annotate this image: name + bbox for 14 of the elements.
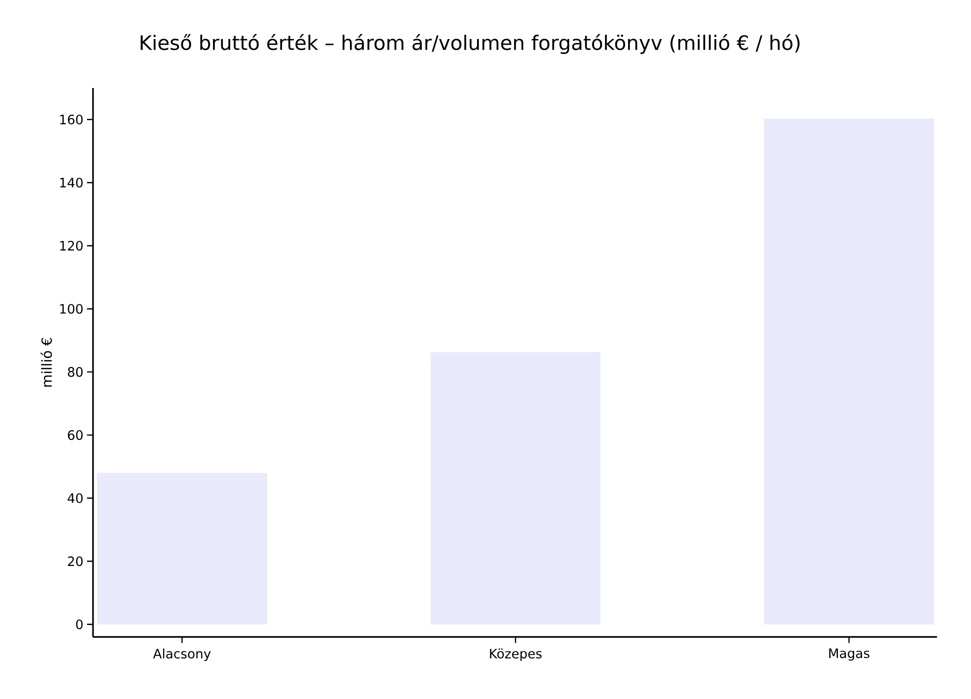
y-tick-label: 0	[76, 619, 83, 630]
chart-title: Kieső bruttó érték – három ár/volumen forgatókönyv (millió € / hó)	[140, 34, 800, 54]
x-tick-label: Alacsony	[153, 648, 211, 662]
y-tick-label: 120	[60, 240, 83, 251]
y-tick-label: 140	[60, 178, 83, 188]
x-tick-label: Magas	[829, 648, 870, 661]
y-tick-label: 60	[68, 430, 83, 440]
y-tick-label: 80	[68, 367, 83, 377]
y-axis-title: millió €	[40, 338, 52, 387]
y-tick-label: 160	[60, 114, 83, 124]
y-tick-label: 40	[68, 493, 83, 504]
y-tick-label: 100	[60, 304, 83, 314]
y-tick-label: 20	[68, 556, 83, 566]
x-tick-label: Közepes	[490, 648, 542, 662]
